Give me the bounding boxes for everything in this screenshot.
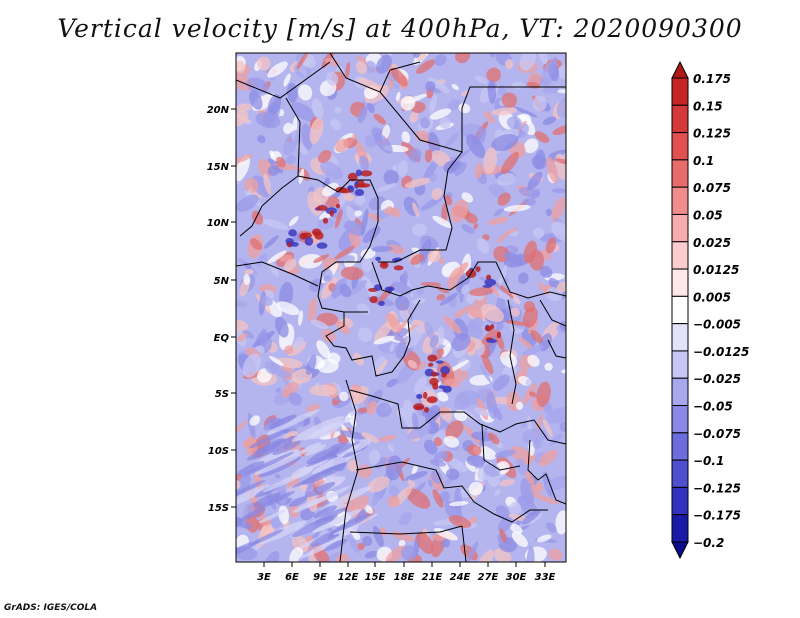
colorbar-label: −0.05 <box>693 400 733 414</box>
colorbar-swatch <box>671 459 689 488</box>
colorbar-swatch <box>671 104 689 134</box>
lon-label: 6E <box>285 572 299 583</box>
colorbar-label: −0.025 <box>693 372 741 386</box>
country-borders <box>236 53 566 562</box>
latitude-axis: 20N 15N 10N 5N EQ 5S 10S 15S <box>207 105 236 514</box>
colorbar-swatch <box>671 132 689 161</box>
colorbar-cap-bottom <box>671 541 689 560</box>
colorbar-swatch <box>671 432 689 461</box>
colorbar-swatch <box>671 377 689 407</box>
colorbar-label: −0.1 <box>693 454 724 468</box>
lon-label: 30E <box>506 572 527 583</box>
colorbar-label: −0.2 <box>693 536 724 550</box>
lat-label: 10N <box>207 218 230 229</box>
colorbar-swatch <box>671 350 689 379</box>
colorbar-label: 0.125 <box>693 127 731 141</box>
colorbar-label: 0.075 <box>693 181 731 195</box>
map-frame <box>235 52 567 563</box>
colorbar-label: 0.025 <box>693 236 731 250</box>
colorbar-swatch <box>671 241 689 270</box>
lat-label: EQ <box>214 333 230 344</box>
colorbar-label: 0.005 <box>693 290 731 304</box>
lat-label: 15N <box>207 162 230 173</box>
colorbar-label: 0.175 <box>693 72 731 86</box>
colorbar-swatch <box>671 77 689 106</box>
lon-label: 24E <box>450 572 471 583</box>
colorbar-label: −0.075 <box>693 427 741 441</box>
lat-label: 5S <box>215 389 229 400</box>
grads-credit: GrADS: IGES/COLA <box>4 603 98 613</box>
lon-label: 27E <box>478 572 499 583</box>
lon-label: 12E <box>338 572 359 583</box>
lon-label: 33E <box>535 572 556 583</box>
lon-label: 3E <box>257 572 271 583</box>
lon-label: 18E <box>394 572 415 583</box>
lat-label: 5N <box>214 276 230 287</box>
longitude-axis: 3E 6E 9E 12E 15E 18E 21E 24E 27E 30E 33E <box>257 562 556 583</box>
velocity-field <box>236 53 566 562</box>
lon-label: 21E <box>422 572 443 583</box>
colorbar-swatch <box>671 186 689 215</box>
lat-label: 20N <box>207 105 230 116</box>
colorbar-label: 0.1 <box>693 154 714 168</box>
lat-label: 10S <box>208 446 229 457</box>
colorbar-swatch <box>671 486 689 516</box>
colorbar-swatch <box>671 159 689 188</box>
colorbar-label: 0.05 <box>693 208 723 222</box>
colorbar-label: −0.125 <box>693 481 741 495</box>
lat-label: 15S <box>208 503 229 514</box>
colorbar-label: −0.175 <box>693 509 741 523</box>
colorbar-label: 0.0125 <box>693 263 739 277</box>
colorbar-swatch <box>671 323 689 352</box>
colorbar-label: −0.005 <box>693 318 741 332</box>
colorbar-swatch <box>671 213 689 243</box>
map-title: Vertical velocity [m/s] at 400hPa, VT: 2… <box>57 14 743 43</box>
colorbar-swatch <box>671 514 689 543</box>
lon-label: 15E <box>365 572 386 583</box>
colorbar-label: −0.0125 <box>693 345 749 359</box>
lon-label: 9E <box>313 572 327 583</box>
colorbar-swatch <box>671 295 689 325</box>
colorbar-label: 0.15 <box>693 99 723 113</box>
colorbar-swatch <box>671 405 689 434</box>
colorbar: 0.175 0.15 0.125 0.1 0.075 0.05 0.025 0.0125 0.0… <box>671 60 749 560</box>
colorbar-swatch <box>671 268 689 297</box>
colorbar-cap-top <box>671 60 689 79</box>
